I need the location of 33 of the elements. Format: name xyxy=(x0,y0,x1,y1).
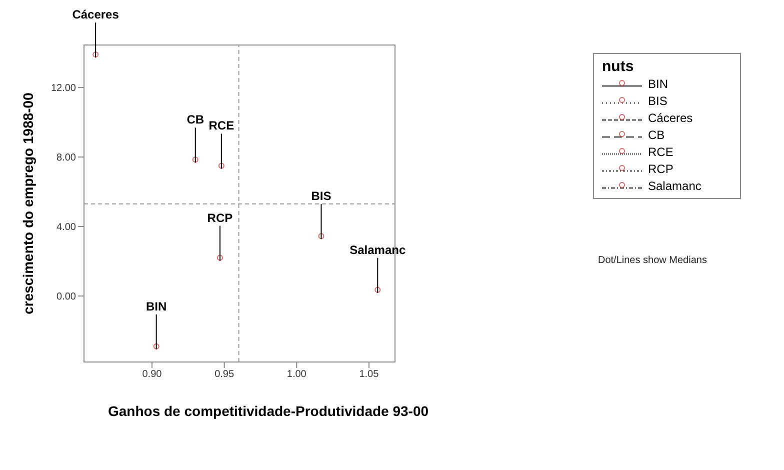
x-axis-title: Ganhos de competitividade-Produtividade 93-00 xyxy=(108,403,429,419)
y-axis-title: crescimento do emprego 1988-00 xyxy=(20,92,36,314)
legend-title: nuts xyxy=(602,58,635,75)
x-tick-label: 0.95 xyxy=(214,369,234,380)
x-tick-label: 1.00 xyxy=(286,369,307,380)
point xyxy=(218,162,224,169)
y-tick-label: 12.00 xyxy=(50,83,76,94)
legend-label: RCE xyxy=(648,144,674,158)
text: Dot/Lines show Medians xyxy=(598,255,707,266)
legend-label: BIN xyxy=(648,76,668,90)
point xyxy=(153,343,160,350)
point xyxy=(318,233,324,240)
point xyxy=(92,52,99,58)
text: RCP xyxy=(207,210,233,225)
legend-label: CB xyxy=(648,128,665,142)
point xyxy=(374,286,381,293)
point xyxy=(192,156,198,163)
point xyxy=(216,254,223,261)
x-tick-label: 1.05 xyxy=(359,369,380,380)
text: RCE xyxy=(208,118,234,133)
text: Salamanc xyxy=(350,242,406,257)
legend-label: BIS xyxy=(648,94,668,108)
text: Cáceres xyxy=(72,8,119,22)
text: CB xyxy=(186,112,204,127)
text: BIS xyxy=(311,189,332,204)
y-tick-label: 4.00 xyxy=(56,222,76,234)
legend-label: Cáceres xyxy=(648,110,693,124)
y-tick-label: 0.00 xyxy=(56,292,76,303)
y-tick-label: 8.00 xyxy=(56,152,76,164)
legend-label: Salamanc xyxy=(648,178,702,192)
legend-label: RCP xyxy=(648,162,674,176)
x-tick-label: 0.90 xyxy=(142,369,162,380)
text: BIN xyxy=(146,299,167,314)
